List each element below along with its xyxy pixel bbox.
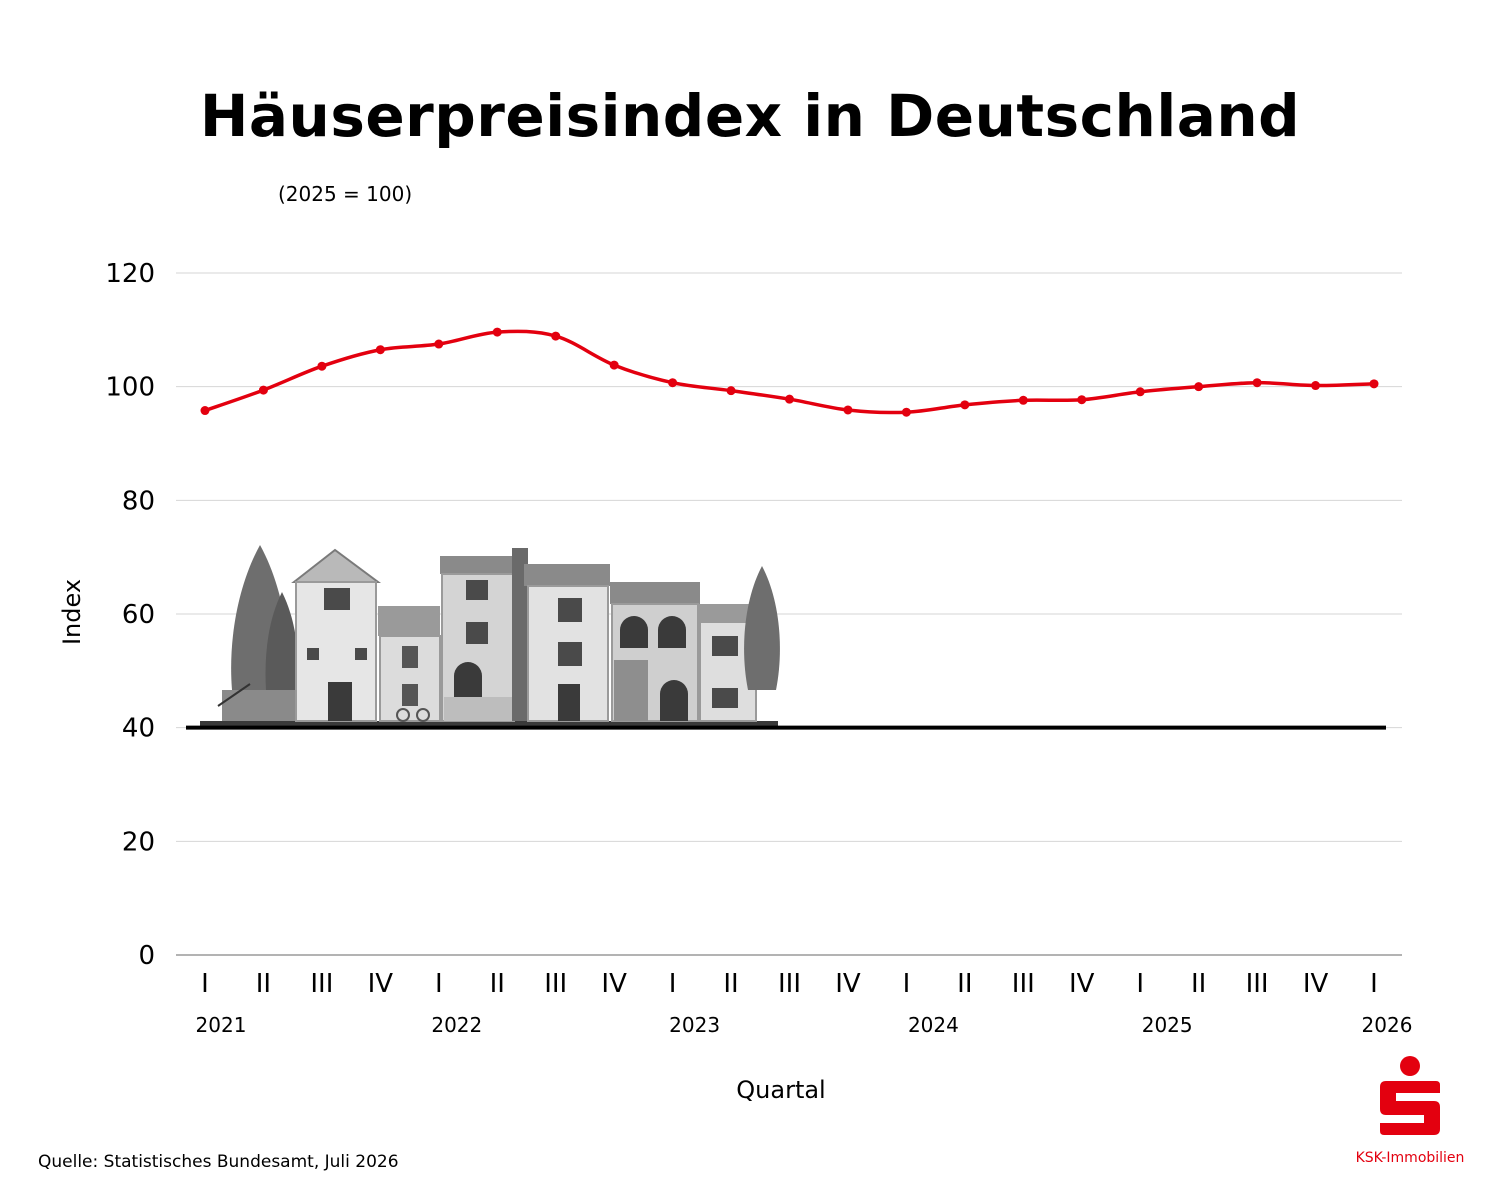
x-tick-label: I xyxy=(435,969,443,999)
data-point xyxy=(901,407,911,417)
x-tick-label: III xyxy=(1246,969,1269,999)
data-point xyxy=(317,361,327,371)
data-point xyxy=(1369,379,1379,389)
x-tick-label: IV xyxy=(368,969,394,999)
year-label: 2026 xyxy=(1362,1013,1413,1037)
data-point xyxy=(1252,378,1262,388)
x-tick-label: I xyxy=(201,969,209,999)
chart-subtitle: (2025 = 100) xyxy=(278,182,413,206)
y-tick-label: 120 xyxy=(105,259,155,289)
year-label: 2021 xyxy=(196,1013,247,1037)
y-tick-labels: 0 20 40 60 80 100 120 xyxy=(105,259,155,971)
x-tick-label: II xyxy=(1191,969,1206,999)
x-tick-label: IV xyxy=(1069,969,1095,999)
x-tick-label: I xyxy=(1136,969,1144,999)
y-tick-label: 0 xyxy=(138,941,155,971)
y-tick-label: 40 xyxy=(122,714,155,744)
data-point xyxy=(960,400,970,410)
y-tick-label: 100 xyxy=(105,373,155,403)
y-tick-label: 60 xyxy=(122,600,155,630)
data-point xyxy=(1135,387,1145,397)
x-tick-label: II xyxy=(490,969,505,999)
brand-name: KSK-Immobilien xyxy=(1355,1150,1465,1166)
source-note: Quelle: Statistisches Bundesamt, Juli 20… xyxy=(38,1152,399,1172)
data-point xyxy=(1194,382,1204,392)
data-point xyxy=(434,339,444,349)
x-tick-label: IV xyxy=(1303,969,1329,999)
data-point xyxy=(1311,381,1321,391)
data-point xyxy=(726,386,736,396)
x-tick-label: III xyxy=(544,969,567,999)
data-point xyxy=(375,345,385,355)
x-year-labels: 2021 2022 2023 2024 2025 2026 xyxy=(196,1013,1413,1037)
year-label: 2022 xyxy=(431,1013,482,1037)
x-tick-label: I xyxy=(1370,969,1378,999)
x-axis-label: Quartal xyxy=(736,1076,825,1104)
x-quarter-labels: I II III IV I II III IV I II III IV I II III IV I II III IV… xyxy=(201,969,1378,999)
data-point xyxy=(668,378,678,388)
x-tick-label: I xyxy=(669,969,677,999)
year-label: 2025 xyxy=(1142,1013,1193,1037)
data-point xyxy=(609,360,619,370)
y-axis-label: Index xyxy=(58,579,86,645)
year-label: 2024 xyxy=(908,1013,959,1037)
data-point xyxy=(1077,395,1087,405)
x-tick-label: IV xyxy=(835,969,861,999)
year-label: 2023 xyxy=(669,1013,720,1037)
data-point xyxy=(200,406,210,416)
data-point xyxy=(785,394,794,404)
chart-title: Häuserpreisindex in Deutschland xyxy=(199,82,1301,150)
x-tick-label: II xyxy=(256,969,271,999)
index-series xyxy=(200,327,1379,417)
data-point xyxy=(258,385,268,395)
x-tick-label: I xyxy=(903,969,911,999)
x-tick-label: III xyxy=(310,969,333,999)
data-point xyxy=(843,405,853,415)
x-tick-label: III xyxy=(1012,969,1035,999)
x-tick-label: II xyxy=(957,969,972,999)
data-point xyxy=(551,331,561,341)
houses-illustration xyxy=(200,545,780,729)
data-point xyxy=(492,327,502,337)
data-point xyxy=(1018,395,1028,405)
sparkasse-logo-icon xyxy=(1380,1056,1440,1135)
y-tick-label: 80 xyxy=(122,486,155,516)
y-tick-label: 20 xyxy=(122,827,155,857)
x-tick-label: II xyxy=(723,969,738,999)
x-tick-label: IV xyxy=(601,969,627,999)
x-tick-label: III xyxy=(778,969,801,999)
